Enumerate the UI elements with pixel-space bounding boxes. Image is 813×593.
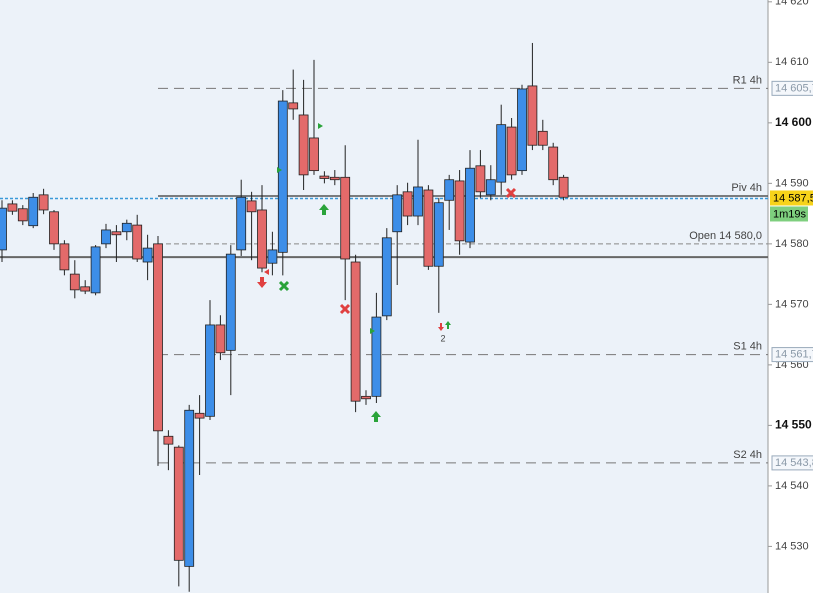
pivot-label: R1 4h	[733, 74, 762, 86]
candle-body	[506, 126, 517, 176]
candle-body	[475, 165, 486, 193]
candle-body	[205, 324, 215, 417]
candle-body	[558, 176, 569, 198]
candle-body	[548, 146, 559, 181]
candle-body	[7, 203, 18, 212]
candle-body	[402, 191, 413, 217]
candles	[0, 42, 569, 592]
pivot-value: 14 543,8	[775, 457, 813, 469]
signals: 2	[257, 123, 517, 422]
candle-body	[340, 176, 351, 260]
y-tick-label: 14 580	[775, 238, 809, 250]
candle-body	[454, 180, 465, 242]
timer-label: 1m19s	[773, 208, 807, 220]
axis-background	[768, 0, 813, 593]
candle-body	[153, 243, 163, 432]
pivot-value-box	[771, 347, 813, 363]
candle-body	[319, 175, 330, 179]
axis: 14 620 14 610 14 600 14 590 14 580 14 570 14 5…	[689, 0, 813, 552]
candle-body	[194, 412, 205, 419]
pivot-label: S1 4h	[733, 340, 762, 352]
candle-body	[17, 208, 28, 222]
candle-body	[381, 237, 392, 317]
candle-body	[423, 189, 434, 267]
pivot-value-box	[771, 455, 813, 471]
cross	[505, 187, 517, 199]
candle-body	[215, 324, 226, 354]
marker	[277, 167, 282, 173]
candle-body	[267, 249, 278, 264]
candle-body	[444, 179, 455, 201]
candle-body	[288, 102, 299, 110]
y-tick-label: 14 600	[775, 115, 812, 129]
candle-body	[361, 395, 371, 400]
candle-body	[69, 273, 80, 291]
candle-body	[465, 167, 475, 243]
candle-body	[413, 186, 423, 217]
y-tick-label: 14 590	[775, 177, 809, 189]
open-label: Open 14 580,0	[689, 230, 762, 242]
candle-body	[392, 194, 403, 233]
pivot-label: S2 4h	[733, 449, 762, 461]
timer-box	[770, 206, 808, 222]
price-box	[770, 190, 813, 206]
marker	[264, 269, 269, 275]
y-tick-label: 14 620	[775, 0, 809, 8]
candle-body	[111, 231, 122, 236]
y-tick-label: 14 570	[775, 298, 809, 310]
annotation: 2	[440, 333, 445, 343]
candle-body	[517, 88, 527, 172]
candle-body	[0, 207, 7, 251]
y-tick-label: 14 550	[775, 418, 812, 432]
candle-body	[225, 253, 236, 351]
pivot-label: Piv 4h	[731, 182, 762, 194]
candle-body	[309, 137, 319, 172]
candle-body	[163, 435, 174, 445]
candle-body	[132, 224, 143, 260]
candle-body	[184, 409, 195, 567]
price-label: 14 587,5	[773, 192, 813, 204]
candle-body	[496, 124, 507, 183]
candle-body	[277, 100, 288, 253]
pivot-value: 14 605,7	[775, 82, 813, 94]
candle-body	[59, 243, 70, 271]
candle-body	[350, 261, 361, 402]
candle-body	[257, 209, 267, 269]
candle-body	[38, 194, 49, 211]
up-arrow	[319, 204, 329, 215]
candle-body	[298, 114, 309, 176]
candle-body	[236, 196, 247, 251]
y-tick-label: 14 610	[775, 56, 809, 68]
down-arrow	[438, 323, 444, 331]
pivot-value: 14 561,7	[775, 348, 813, 360]
candle-body	[49, 211, 59, 245]
candle-body	[28, 196, 39, 227]
candle-body	[121, 222, 132, 233]
candle-body	[329, 176, 340, 181]
candle-body	[371, 316, 382, 397]
cross	[278, 280, 290, 292]
cross	[339, 303, 351, 315]
y-tick-label: 14 540	[775, 480, 809, 492]
candle-body	[433, 202, 444, 267]
marker	[370, 328, 375, 334]
up-arrow	[445, 321, 451, 329]
up-arrow	[371, 411, 381, 422]
y-tick-label: 14 530	[775, 540, 809, 552]
candle-body	[173, 446, 184, 561]
candle-body	[101, 229, 111, 245]
candle-body	[246, 200, 257, 213]
down-arrow	[257, 277, 267, 288]
candle-body	[142, 247, 153, 263]
candle-body	[537, 130, 548, 146]
pivot-value-box	[771, 80, 813, 96]
candle-body	[90, 246, 101, 294]
marker	[318, 123, 323, 129]
candle-body	[527, 85, 538, 146]
candle-body	[485, 179, 496, 196]
candle-body	[80, 286, 91, 292]
